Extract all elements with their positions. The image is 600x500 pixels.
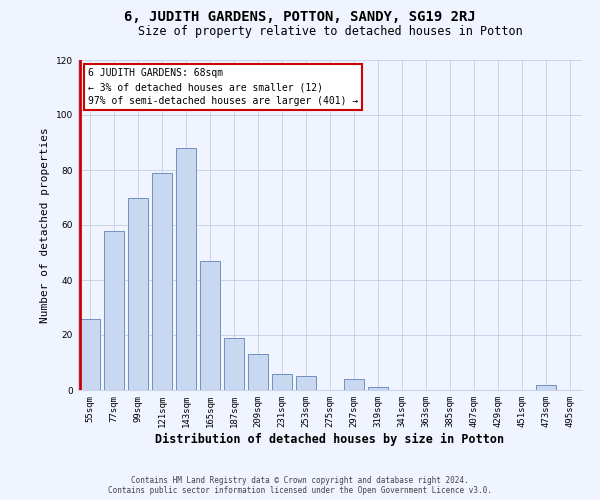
Bar (272, 374, 292, 390)
Bar (80, 318, 100, 390)
Bar (296, 376, 316, 390)
Bar (344, 379, 364, 390)
Bar (536, 384, 556, 390)
Bar (128, 198, 148, 390)
Bar (200, 261, 220, 390)
Title: Size of property relative to detached houses in Potton: Size of property relative to detached ho… (137, 25, 523, 38)
Bar (104, 230, 124, 390)
Text: 6 JUDITH GARDENS: 68sqm
← 3% of detached houses are smaller (12)
97% of semi-det: 6 JUDITH GARDENS: 68sqm ← 3% of detached… (88, 68, 358, 106)
Bar (152, 173, 172, 390)
Bar (368, 387, 388, 390)
Text: Contains HM Land Registry data © Crown copyright and database right 2024.
Contai: Contains HM Land Registry data © Crown c… (108, 476, 492, 495)
Bar (176, 148, 196, 390)
Text: 6, JUDITH GARDENS, POTTON, SANDY, SG19 2RJ: 6, JUDITH GARDENS, POTTON, SANDY, SG19 2… (124, 10, 476, 24)
Y-axis label: Number of detached properties: Number of detached properties (40, 127, 50, 323)
Bar (248, 354, 268, 390)
Bar (224, 338, 244, 390)
X-axis label: Distribution of detached houses by size in Potton: Distribution of detached houses by size … (155, 432, 505, 446)
